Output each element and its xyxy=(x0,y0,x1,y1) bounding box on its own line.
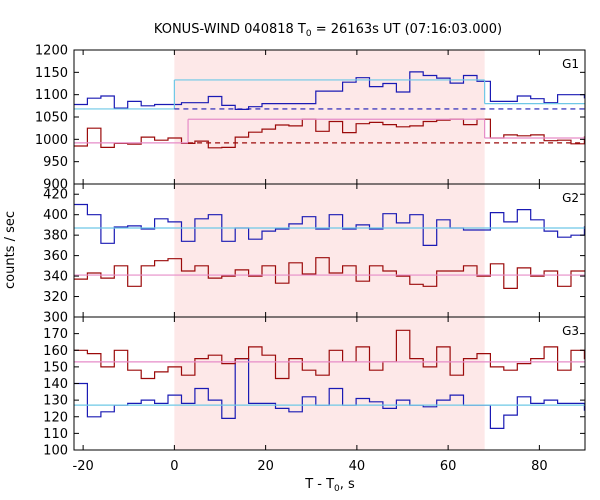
y-tick-label-panel-1: 900 xyxy=(43,178,68,193)
title-subscript: 0 xyxy=(306,29,312,39)
shaded-interval-panel-2 xyxy=(174,184,485,317)
y-tick-label-panel-1: 950 xyxy=(43,155,68,170)
x-tick-label: -20 xyxy=(73,459,94,474)
x-axis-label: T - T0, s xyxy=(304,477,355,494)
y-tick-label-panel-1: 1100 xyxy=(35,88,68,103)
panel-2-red-lightcurve xyxy=(74,257,585,289)
y-tick-label-panel-2: 420 xyxy=(43,188,68,203)
y-tick-label-panel-3: 170 xyxy=(43,327,68,342)
xlabel-suffix: , s xyxy=(340,477,355,492)
y-tick-label-panel-3: 100 xyxy=(43,444,68,459)
y-axis-label: counts / sec xyxy=(3,211,18,289)
y-tick-label-panel-2: 360 xyxy=(43,249,68,264)
y-tick-label-panel-3: 160 xyxy=(43,344,68,359)
panel-3-blue-lightcurve xyxy=(74,358,585,429)
y-tick-label-panel-3: 110 xyxy=(43,427,68,442)
x-tick-label: 0 xyxy=(170,459,178,474)
panel-2-blue-lightcurve xyxy=(74,203,585,246)
title-prefix: KONUS-WIND 040818 T xyxy=(154,22,306,37)
x-tick-label: 40 xyxy=(349,459,366,474)
y-tick-label-panel-3: 140 xyxy=(43,377,68,392)
panel-label-2: G2 xyxy=(562,191,579,205)
y-tick-label-panel-2: 320 xyxy=(43,290,68,305)
y-tick-label-panel-3: 120 xyxy=(43,410,68,425)
y-tick-label-panel-2: 400 xyxy=(43,208,68,223)
title-suffix: = 26163s UT (07:16:03.000) xyxy=(312,22,502,37)
chart-title: KONUS-WIND 040818 T0 = 26163s UT (07:16:… xyxy=(154,22,502,39)
y-tick-label-panel-2: 380 xyxy=(43,229,68,244)
xlabel-subscript: 0 xyxy=(334,484,340,494)
y-tick-label-panel-2: 300 xyxy=(43,311,68,326)
y-tick-label-panel-2: 340 xyxy=(43,270,68,285)
y-tick-label-panel-3: 130 xyxy=(43,394,68,409)
x-tick-label: 20 xyxy=(257,459,274,474)
panel-1-red-lightcurve xyxy=(74,118,585,149)
y-tick-label-panel-1: 1000 xyxy=(35,133,68,148)
y-tick-label-panel-1: 1050 xyxy=(35,111,68,126)
xlabel-prefix: T - T xyxy=(304,477,334,492)
x-tick-label: 60 xyxy=(440,459,457,474)
x-tick-label: 80 xyxy=(531,459,548,474)
panel-3-red-lightcurve xyxy=(74,329,585,380)
panel-label-3: G3 xyxy=(562,324,579,338)
panel-label-1: G1 xyxy=(562,57,579,71)
shaded-interval-panel-1 xyxy=(174,50,485,184)
y-tick-label-panel-3: 150 xyxy=(43,360,68,375)
shaded-interval-panel-3 xyxy=(174,317,485,450)
y-tick-label-panel-1: 1200 xyxy=(35,44,68,59)
y-tick-label-panel-1: 1150 xyxy=(35,66,68,81)
